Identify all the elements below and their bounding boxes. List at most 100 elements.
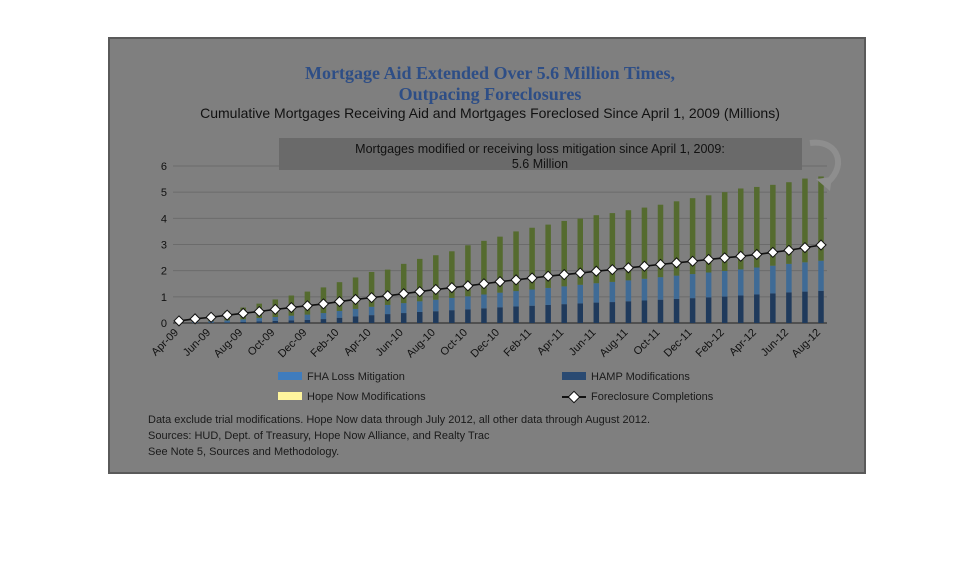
bar-fha-loss-mitigation bbox=[433, 299, 439, 312]
note-line2: Sources: HUD, Dept. of Treasury, Hope No… bbox=[148, 430, 490, 442]
foreclosure-point bbox=[702, 253, 715, 266]
foreclosure-point bbox=[606, 263, 619, 276]
x-tick-label: Aug-10 bbox=[404, 327, 438, 361]
bar-fha-loss-mitigation bbox=[400, 303, 407, 314]
foreclosure-point bbox=[462, 280, 474, 292]
y-axis-ticks: 0 1 2 3 4 5 6 bbox=[161, 161, 167, 330]
bar-fha-loss-mitigation bbox=[561, 286, 567, 305]
y-tick-label: 2 bbox=[161, 266, 167, 278]
x-tick-label: Jun-09 bbox=[181, 327, 213, 359]
bar-hope-now-modifications bbox=[786, 182, 792, 264]
foreclosure-point bbox=[542, 270, 554, 282]
foreclosure-line bbox=[173, 239, 827, 327]
bar-hope-now-modifications bbox=[449, 251, 455, 298]
foreclosure-point bbox=[494, 275, 506, 288]
bar-hope-now-modifications bbox=[689, 198, 696, 275]
foreclosure-point bbox=[670, 257, 683, 269]
bar-hope-now-modifications bbox=[770, 184, 776, 266]
bar-fha-loss-mitigation bbox=[304, 314, 311, 320]
x-tick-label: Dec-09 bbox=[276, 327, 310, 361]
bar-hamp-modifications bbox=[673, 298, 680, 323]
bars bbox=[176, 176, 824, 323]
chart-frame: Mortgage Aid Extended Over 5.6 Million T… bbox=[108, 37, 866, 474]
x-tick-label: Feb-11 bbox=[502, 327, 535, 360]
bar-hope-now-modifications bbox=[577, 218, 583, 285]
foreclosure-point bbox=[654, 258, 667, 271]
bar-fha-loss-mitigation bbox=[545, 287, 551, 305]
bar-fha-loss-mitigation bbox=[609, 281, 616, 303]
note-line1: Data exclude trial modifications. Hope N… bbox=[148, 414, 650, 426]
bar-fha-loss-mitigation bbox=[272, 316, 279, 321]
x-tick-label: Jun-11 bbox=[567, 327, 599, 359]
foreclosure-point bbox=[686, 255, 699, 267]
bar-hamp-modifications bbox=[433, 311, 439, 323]
bar-hope-now-modifications bbox=[593, 215, 600, 284]
callout-line2: 5.6 Million bbox=[512, 157, 568, 171]
bar-fha-loss-mitigation bbox=[673, 275, 680, 299]
x-tick-label: Feb-10 bbox=[308, 327, 341, 360]
y-tick-label: 0 bbox=[161, 318, 167, 330]
bar-hamp-modifications bbox=[770, 293, 776, 323]
foreclosure-point bbox=[253, 305, 265, 318]
bar-hamp-modifications bbox=[320, 319, 327, 323]
x-tick-label: Apr-09 bbox=[149, 327, 181, 359]
bar-hamp-modifications bbox=[561, 304, 567, 323]
bar-hope-now-modifications bbox=[417, 258, 423, 302]
bar-hope-now-modifications bbox=[384, 269, 391, 305]
bar-fha-loss-mitigation bbox=[384, 304, 391, 315]
foreclosure-point bbox=[301, 300, 314, 312]
callout-box bbox=[279, 138, 802, 170]
bar-fha-loss-mitigation bbox=[689, 274, 696, 299]
x-tick-label: Dec-10 bbox=[469, 327, 503, 361]
foreclosure-point bbox=[783, 244, 795, 256]
bar-hamp-modifications bbox=[336, 317, 343, 323]
foreclosure-point bbox=[590, 265, 602, 277]
bar-fha-loss-mitigation bbox=[224, 320, 230, 323]
bar-hope-now-modifications bbox=[609, 213, 616, 282]
bar-hamp-modifications bbox=[240, 321, 246, 323]
bar-hamp-modifications bbox=[368, 315, 375, 323]
bar-hope-now-modifications bbox=[721, 192, 728, 271]
bar-hope-now-modifications bbox=[818, 176, 824, 261]
callout-line1: Mortgages modified or receiving loss mit… bbox=[355, 142, 725, 156]
foreclosure-point bbox=[638, 260, 651, 272]
bar-hope-now-modifications bbox=[481, 240, 487, 295]
foreclosure-point bbox=[767, 246, 779, 259]
bar-fha-loss-mitigation bbox=[256, 318, 262, 322]
bar-hamp-modifications bbox=[609, 302, 616, 323]
foreclosure-point bbox=[398, 288, 410, 300]
bar-hope-now-modifications bbox=[545, 224, 551, 288]
bar-hamp-modifications bbox=[657, 299, 664, 323]
bar-fha-loss-mitigation bbox=[705, 272, 712, 298]
bar-hope-now-modifications bbox=[673, 201, 680, 276]
foreclosure-point bbox=[446, 282, 458, 294]
foreclosure-point bbox=[430, 283, 442, 296]
foreclosure-point bbox=[478, 278, 490, 290]
foreclosure-point bbox=[414, 285, 426, 298]
bar-hamp-modifications bbox=[754, 294, 760, 323]
x-tick-label: Oct-11 bbox=[631, 327, 662, 358]
foreclosure-point bbox=[333, 295, 346, 308]
bar-fha-loss-mitigation bbox=[786, 263, 792, 293]
bar-hamp-modifications bbox=[304, 319, 311, 323]
bar-fha-loss-mitigation bbox=[417, 301, 423, 313]
foreclosure-point bbox=[558, 268, 570, 281]
bar-fha-loss-mitigation bbox=[320, 313, 327, 320]
foreclosure-point bbox=[237, 307, 249, 319]
foreclosure-point bbox=[526, 272, 538, 284]
foreclosure-point bbox=[365, 291, 378, 304]
bar-hope-now-modifications bbox=[400, 263, 407, 304]
chart-title-line2: Outpacing Foreclosures bbox=[399, 84, 582, 104]
foreclosure-point bbox=[269, 303, 281, 316]
bar-hope-now-modifications bbox=[705, 195, 712, 273]
bar-hamp-modifications bbox=[786, 292, 792, 323]
legend-swatch-fha bbox=[278, 372, 302, 380]
note-line3: See Note 5, Sources and Methodology. bbox=[148, 446, 339, 458]
foreclosure-point bbox=[205, 311, 217, 323]
bar-hope-now-modifications bbox=[465, 245, 471, 297]
bar-hope-now-modifications bbox=[433, 255, 439, 300]
bar-hamp-modifications bbox=[256, 321, 262, 323]
x-tick-label: Dec-11 bbox=[662, 327, 695, 360]
legend-swatch-hamp bbox=[562, 372, 586, 380]
